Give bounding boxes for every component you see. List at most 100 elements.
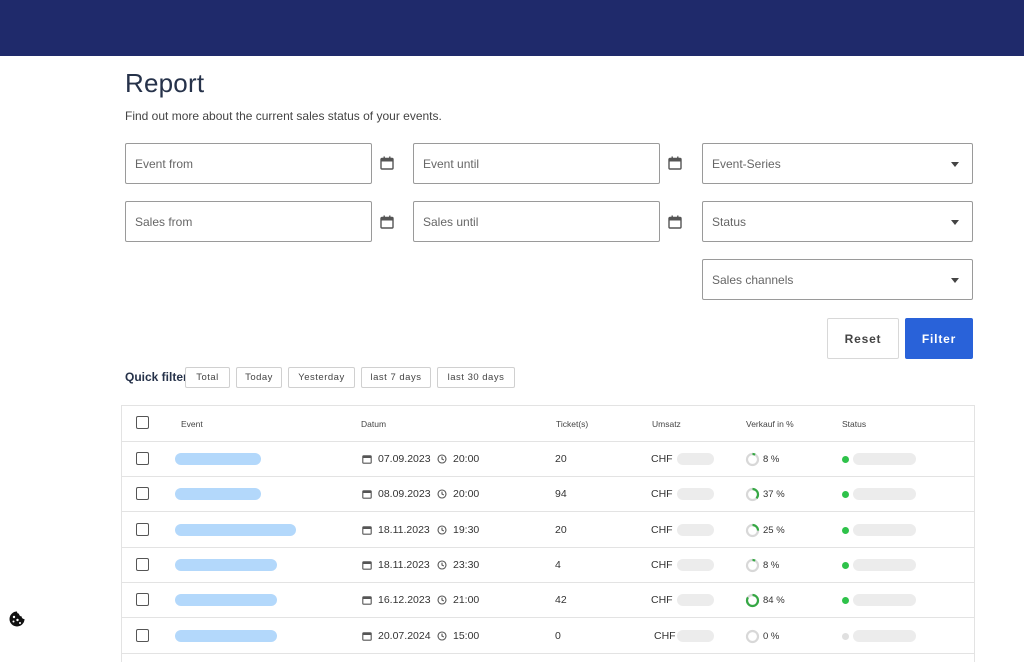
filter-button[interactable]: Filter <box>905 318 973 359</box>
table-row[interactable]: 20.07.2024 15:00 0 CHF 0 % <box>122 619 974 654</box>
event-from-placeholder: Event from <box>135 156 194 171</box>
column-header-datum[interactable]: Datum <box>361 419 387 429</box>
chevron-down-icon <box>951 220 959 225</box>
status-text-placeholder <box>853 453 916 465</box>
event-date: 16.12.2023 <box>378 594 431 607</box>
event-time: 19:30 <box>453 523 480 536</box>
table-row[interactable]: 07.09.2023 20:00 20 CHF 8 % <box>122 442 974 477</box>
event-date: 18.11.2023 <box>378 558 430 571</box>
row-checkbox[interactable] <box>136 628 149 642</box>
sales-percent: 25 % <box>763 524 785 536</box>
event-date: 20.07.2024 <box>378 629 431 642</box>
quick-filter-label: Quick filter <box>125 370 188 384</box>
status-placeholder: Status <box>712 214 747 229</box>
status-indicator <box>842 526 849 534</box>
ticket-count: 20 <box>555 453 567 465</box>
table-row[interactable]: 18.11.2023 19:30 20 CHF 25 % <box>122 513 974 548</box>
clock-icon <box>437 454 447 464</box>
page-subtitle: Find out more about the current sales st… <box>125 109 442 123</box>
report-table: Event Datum Ticket(s) Umsatz Verkauf in … <box>121 405 975 662</box>
sales-from-field[interactable]: Sales from <box>125 201 372 242</box>
sales-percent: 8 % <box>763 454 780 465</box>
event-until-placeholder: Event until <box>423 156 480 171</box>
status-indicator <box>842 561 849 569</box>
clock-icon <box>437 560 447 570</box>
calendar-icon[interactable] <box>380 215 394 229</box>
event-series-select[interactable]: Event-Series <box>702 143 973 184</box>
calendar-icon <box>362 525 372 535</box>
event-time: 21:00 <box>453 594 480 607</box>
sales-progress-ring <box>745 594 760 608</box>
calendar-icon <box>362 455 372 464</box>
row-checkbox[interactable] <box>136 487 149 501</box>
quick-filter-yesterday[interactable]: Yesterday <box>288 367 355 388</box>
row-checkbox[interactable] <box>136 522 149 536</box>
sales-channels-placeholder: Sales channels <box>712 272 794 287</box>
column-header-event[interactable]: Event <box>181 419 203 429</box>
select-all-checkbox[interactable] <box>136 416 149 429</box>
calendar-icon <box>362 631 372 641</box>
status-indicator <box>842 632 849 640</box>
status-text-placeholder <box>853 594 916 607</box>
quick-filter-total[interactable]: Total <box>185 367 230 388</box>
revenue-value-placeholder <box>677 594 714 607</box>
sales-progress-ring <box>745 523 760 537</box>
quick-filter-today[interactable]: Today <box>236 367 282 388</box>
status-indicator <box>842 491 849 499</box>
ticket-count: 20 <box>555 523 567 536</box>
event-name-placeholder[interactable] <box>175 558 277 571</box>
ticket-count: 94 <box>555 488 567 501</box>
event-date: 18.11.2023 <box>378 523 430 536</box>
sales-channels-select[interactable]: Sales channels <box>702 259 973 300</box>
revenue-currency: CHF <box>654 629 676 642</box>
sales-progress-ring <box>745 452 760 467</box>
table-row[interactable]: 16.12.2023 21:00 42 CHF 84 % <box>122 583 974 619</box>
event-name-placeholder[interactable] <box>175 594 277 607</box>
column-header-verkauf[interactable]: Verkauf in % <box>746 419 794 429</box>
revenue-currency: CHF <box>651 523 673 536</box>
clock-icon <box>437 595 447 605</box>
clock-icon <box>437 489 447 499</box>
status-text-placeholder <box>853 558 916 571</box>
event-name-placeholder[interactable] <box>175 453 261 465</box>
chevron-down-icon <box>951 278 959 283</box>
clock-icon <box>437 525 447 535</box>
event-time: 23:30 <box>453 558 480 571</box>
column-header-tickets[interactable]: Ticket(s) <box>556 419 589 429</box>
status-select[interactable]: Status <box>702 201 973 242</box>
column-header-status[interactable]: Status <box>842 419 867 429</box>
event-time: 15:00 <box>453 629 480 642</box>
quick-filter-last-7-days[interactable]: last 7 days <box>361 367 431 388</box>
event-date: 07.09.2023 <box>378 453 431 465</box>
event-name-placeholder[interactable] <box>175 523 296 536</box>
sales-percent: 37 % <box>763 489 785 501</box>
event-until-field[interactable]: Event until <box>413 143 660 184</box>
calendar-icon[interactable] <box>668 156 682 170</box>
event-series-placeholder: Event-Series <box>712 156 781 171</box>
event-name-placeholder[interactable] <box>175 629 277 642</box>
row-checkbox[interactable] <box>136 593 149 607</box>
sales-progress-ring <box>745 629 760 643</box>
row-checkbox[interactable] <box>136 452 149 465</box>
ticket-count: 0 <box>555 629 561 642</box>
status-text-placeholder <box>853 629 916 642</box>
status-text-placeholder <box>853 488 916 501</box>
event-name-placeholder[interactable] <box>175 488 261 501</box>
sales-percent: 84 % <box>763 595 785 607</box>
sales-until-field[interactable]: Sales until <box>413 201 660 242</box>
event-from-field[interactable]: Event from <box>125 143 372 184</box>
event-time: 20:00 <box>453 453 480 465</box>
calendar-icon[interactable] <box>380 156 394 170</box>
ticket-count: 4 <box>555 558 561 571</box>
table-row[interactable]: 18.11.2023 23:30 4 CHF 8 % <box>122 548 974 583</box>
reset-button[interactable]: Reset <box>827 318 899 359</box>
calendar-icon[interactable] <box>668 215 682 229</box>
cookie-icon[interactable] <box>8 610 26 628</box>
row-checkbox[interactable] <box>136 557 149 571</box>
calendar-icon <box>362 561 372 570</box>
quick-filter-last-30-days[interactable]: last 30 days <box>437 367 515 388</box>
revenue-value-placeholder <box>677 558 714 571</box>
table-row[interactable]: 08.09.2023 20:00 94 CHF 37 % <box>122 477 974 513</box>
column-header-umsatz[interactable]: Umsatz <box>652 419 681 429</box>
sales-percent: 0 % <box>763 630 780 642</box>
